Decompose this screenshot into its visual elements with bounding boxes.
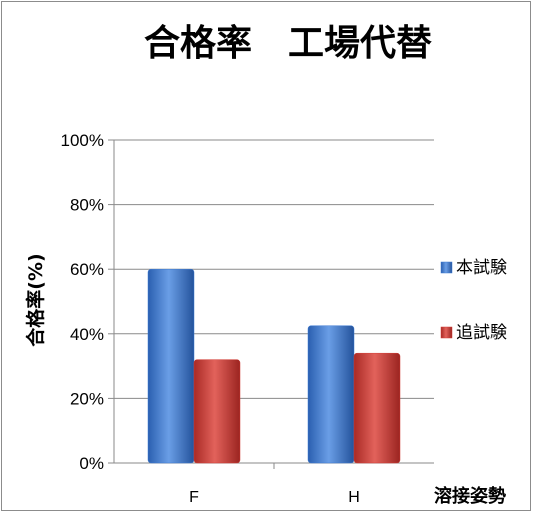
x-tick-label: H: [348, 489, 360, 506]
legend-swatch: [440, 261, 453, 274]
y-tick-label: 80%: [70, 196, 104, 215]
y-tick-label: 60%: [70, 260, 104, 279]
legend-label: 追試験: [456, 323, 507, 343]
x-axis-label: 溶接姿勢: [434, 485, 506, 507]
legend-swatch: [440, 326, 453, 339]
chart-title: 合格率 工場代替: [144, 23, 432, 64]
bar-H-追試験: [353, 352, 401, 464]
bar-F-追試験: [193, 359, 241, 464]
bar-H-本試験: [307, 325, 355, 464]
y-tick-label: 0%: [79, 454, 104, 473]
y-tick-label: 40%: [70, 325, 104, 344]
x-tick-label: F: [189, 489, 199, 506]
legend-label: 本試験: [456, 258, 507, 278]
bar-F-本試験: [147, 268, 195, 464]
y-tick-label: 20%: [70, 389, 104, 408]
y-axis-label: 合格率(%): [24, 253, 47, 346]
y-tick-label: 100%: [61, 131, 104, 150]
